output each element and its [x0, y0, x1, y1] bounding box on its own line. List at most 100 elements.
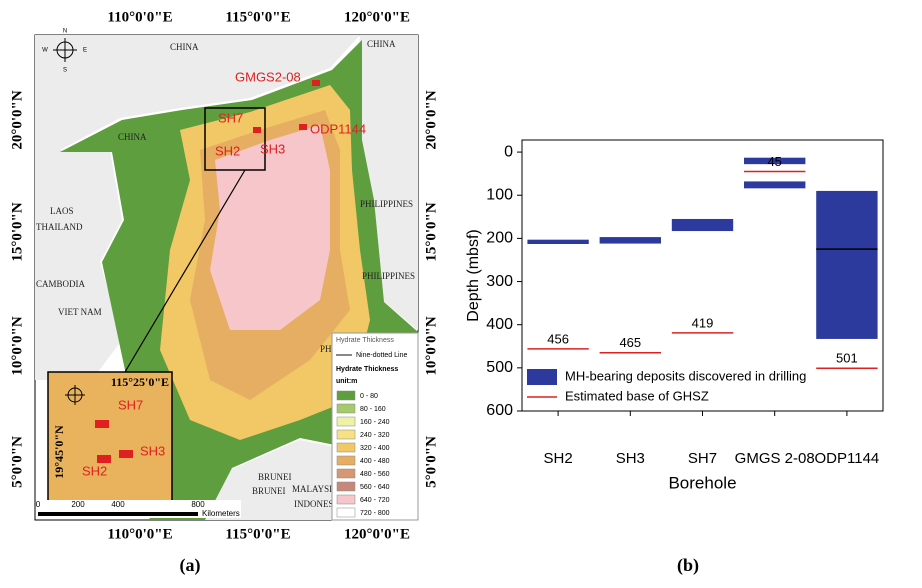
inset-lon: 115°25'0"E [111, 375, 169, 389]
legend-entry: 160 - 240 [360, 419, 390, 426]
legend-entry: 480 - 560 [360, 471, 390, 478]
x-tick-label: ODP1144 [815, 450, 880, 467]
hydrate-interval [744, 181, 805, 188]
inset-site: SH2 [82, 463, 107, 478]
legend-swatch [337, 508, 355, 517]
panel-label: (a) [180, 555, 201, 576]
scale-bar [38, 512, 198, 516]
scale-unit: Kilometers [202, 509, 240, 518]
site-label: SH7 [218, 110, 243, 125]
place-label: CHINA [170, 42, 199, 52]
compass-label: W [42, 48, 48, 54]
place-label: VIET NAM [58, 307, 102, 317]
lat-label: 5°0'0"N [9, 436, 25, 488]
place-label: PHILIPPINES [362, 271, 415, 281]
x-tick-label: SH3 [616, 450, 645, 467]
map-legend [332, 333, 418, 520]
site-marker [97, 455, 111, 463]
lat-label: 10°0'0"N [9, 316, 25, 375]
lat-label: 20°0'0"N [9, 90, 25, 149]
legend-swatch [337, 443, 355, 452]
inset [48, 372, 172, 505]
site-label: ODP1144 [310, 121, 366, 136]
site-marker [119, 450, 133, 458]
lat-label: 15°0'0"N [9, 202, 25, 261]
chart: 0100200300400500600Depth (mbsf)BoreholeS… [465, 140, 883, 492]
legend-swatch [337, 495, 355, 504]
place-label: BRUNEI [252, 486, 286, 496]
compass-label: E [83, 48, 87, 54]
legend-swatch [337, 430, 355, 439]
y-tick-label: 500 [486, 359, 513, 376]
value-label: 419 [692, 315, 714, 330]
site-label: SH2 [215, 143, 240, 158]
legend-unit: unit:m [336, 378, 357, 385]
place-label: CAMBODIA [36, 279, 86, 289]
compass-label: S [63, 68, 67, 74]
site-label: SH3 [260, 141, 285, 156]
legend-entry: Estimated base of GHSZ [565, 388, 709, 403]
panel-label: (b) [677, 555, 699, 576]
site-marker [253, 127, 261, 133]
place-label: THAILAND [36, 222, 83, 232]
legend-title: Hydrate Thickness [336, 337, 394, 344]
legend-entry: 400 - 480 [360, 458, 390, 465]
y-tick-label: 0 [504, 143, 513, 160]
y-tick-label: 200 [486, 230, 513, 247]
value-label: 456 [547, 331, 569, 346]
lat-label: 20°0'0"N [423, 90, 439, 149]
figure: N W E S 115°25'0"E 19°45'0"N SH7 SH3 SH2… [0, 0, 922, 583]
hydrate-interval [816, 191, 877, 339]
y-tick-label: 100 [486, 186, 513, 203]
legend-entry: 240 - 320 [360, 432, 390, 439]
legend-entry: 720 - 800 [360, 510, 390, 517]
legend-swatch [337, 417, 355, 426]
x-tick-label: GMGS 2-08 [735, 450, 815, 467]
value-label: 45 [767, 154, 781, 169]
legend-entry: 560 - 640 [360, 484, 390, 491]
legend-entry: 0 - 80 [360, 393, 378, 400]
site-marker [312, 80, 320, 86]
inset-site: SH7 [118, 397, 143, 412]
legend-entry: 320 - 400 [360, 445, 390, 452]
site-marker [299, 124, 307, 130]
legend-swatch [337, 391, 355, 400]
y-tick-label: 600 [486, 402, 513, 419]
y-axis-title: Depth (mbsf) [465, 229, 482, 321]
place-label: LAOS [50, 206, 74, 216]
legend-swatch [337, 456, 355, 465]
x-tick-label: SH2 [544, 450, 573, 467]
value-label: 465 [619, 335, 641, 350]
y-tick-label: 300 [486, 273, 513, 290]
inset-lat: 19°45'0"N [52, 425, 66, 479]
legend-entry: Nine-dotted Line [356, 352, 407, 359]
legend-entry: 80 - 160 [360, 406, 386, 413]
scale-tick: 0 [36, 500, 41, 509]
x-axis-title: Borehole [668, 473, 736, 492]
scale-tick: 400 [111, 500, 125, 509]
lon-label: 120°0'0"E [344, 526, 410, 542]
lat-label: 5°0'0"N [423, 436, 439, 488]
scale-tick: 200 [71, 500, 85, 509]
site-marker [95, 420, 109, 428]
place-label: CHINA [118, 132, 147, 142]
legend-entry: 640 - 720 [360, 497, 390, 504]
lat-label: 10°0'0"N [423, 316, 439, 375]
lon-label: 110°0'0"E [107, 526, 172, 542]
legend-swatch [527, 369, 557, 385]
legend-swatch [337, 404, 355, 413]
place-label: CHINA [367, 39, 396, 49]
lat-label: 15°0'0"N [423, 202, 439, 261]
inset-site: SH3 [140, 443, 165, 458]
compass-label: N [63, 29, 67, 35]
legend-swatch [337, 469, 355, 478]
scale-tick: 800 [191, 500, 205, 509]
legend-subtitle: Hydrate Thickness [336, 366, 398, 373]
lon-label: 115°0'0"E [225, 9, 290, 25]
value-label: 501 [836, 351, 858, 366]
lon-label: 120°0'0"E [344, 9, 410, 25]
hydrate-interval [527, 240, 588, 244]
lon-label: 115°0'0"E [225, 526, 290, 542]
x-tick-label: SH7 [688, 450, 717, 467]
map: N W E S 115°25'0"E 19°45'0"N SH7 SH3 SH2… [9, 9, 439, 542]
